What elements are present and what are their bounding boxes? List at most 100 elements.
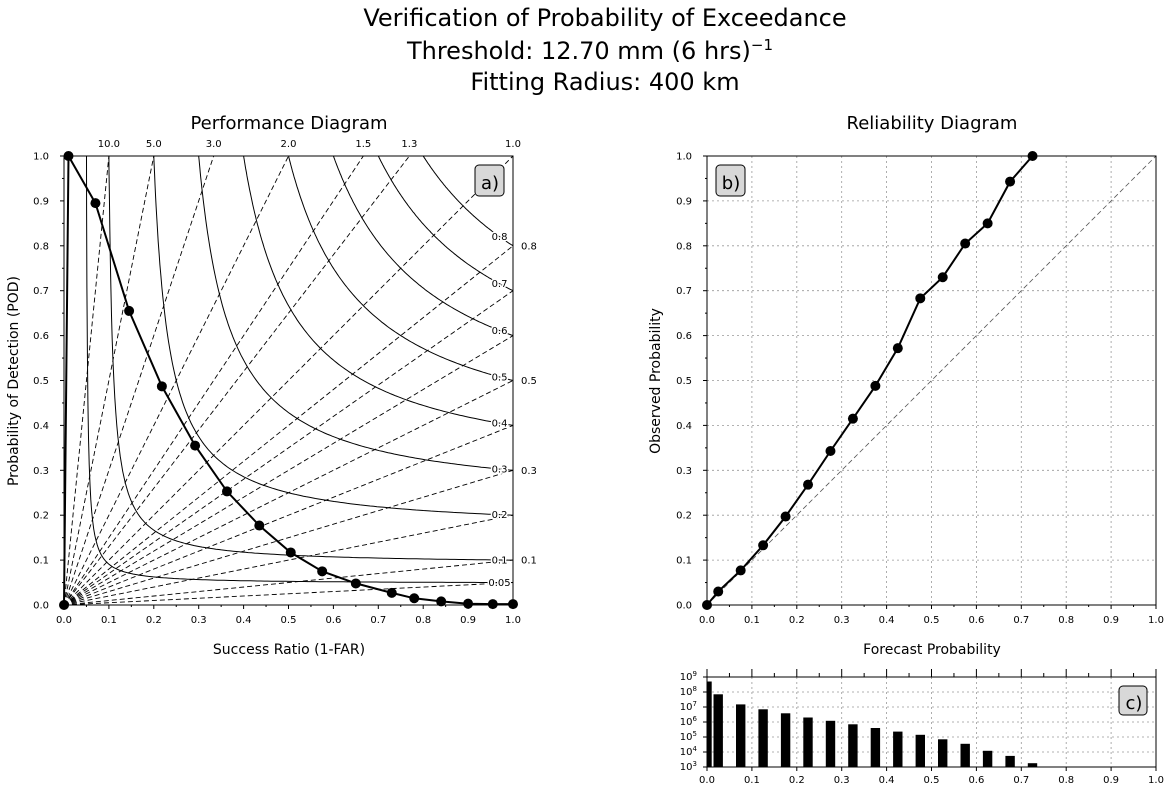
histogram-bar	[736, 704, 746, 767]
y-tick-label: 0.3	[676, 466, 692, 477]
y-tick-base: 10	[680, 717, 693, 728]
x-tick-label: 0.4	[879, 775, 895, 786]
bias-top-label: 10.0	[98, 139, 120, 150]
y-tick-label: 0.0	[676, 601, 692, 612]
y-tick-label: 0.0	[33, 601, 49, 612]
y-tick-label: 0.7	[676, 286, 692, 297]
x-tick-label: 0.9	[1103, 775, 1119, 786]
bias-lines	[63, 155, 514, 606]
y-tick-base: 10	[680, 762, 693, 773]
performance-point	[254, 520, 265, 531]
reliability-point	[982, 218, 993, 229]
csi-label: 0.1	[492, 555, 508, 566]
histogram-bar	[982, 750, 993, 767]
bias-line	[63, 290, 514, 606]
y-tick-exponent: 5	[693, 730, 697, 738]
y-tick-base: 10	[680, 672, 693, 683]
csi-contour	[198, 155, 514, 471]
reliability-point	[735, 565, 746, 576]
x-tick-label: 0.0	[699, 615, 715, 626]
performance-point	[285, 547, 296, 558]
histogram-bar	[848, 724, 858, 767]
reliability-point	[870, 380, 881, 391]
y-tick-label: 0.4	[33, 421, 49, 432]
performance-point	[317, 566, 328, 577]
y-tick-exponent: 4	[693, 745, 698, 753]
performance-point	[386, 587, 397, 598]
x-tick-label: 0.5	[924, 615, 940, 626]
y-tick-label: 0.3	[33, 466, 49, 477]
csi-label: 0.5	[492, 372, 508, 383]
bias-top-label: 1.3	[401, 139, 417, 150]
reliability-point	[847, 413, 858, 424]
reliability-point	[892, 343, 903, 354]
figure-title: Verification of Probability of Exceedanc…	[363, 4, 846, 96]
performance-point	[156, 381, 167, 392]
y-tick-label: 0.7	[33, 286, 49, 297]
x-tick-label: 0.5	[924, 775, 940, 786]
performance-point	[409, 593, 420, 604]
histogram-bar	[1027, 763, 1038, 767]
x-tick-label: 0.6	[968, 615, 984, 626]
csi-contour	[288, 155, 514, 381]
bias-line	[63, 559, 514, 606]
panel-label-a: a)	[474, 164, 505, 197]
y-tick-exponent: 8	[693, 685, 697, 693]
x-tick-label: 0.3	[834, 775, 850, 786]
x-tick-label: 0.9	[460, 615, 476, 626]
reliability-point	[713, 586, 724, 597]
histogram-bar	[758, 709, 768, 767]
svg-text:Threshold: 12.70 mm (6 hrs)−1: Threshold: 12.70 mm (6 hrs)−1	[406, 36, 773, 65]
bias-right-label: 0.8	[521, 241, 537, 252]
y-tick-exponent: 6	[693, 715, 698, 723]
y-tick-label: 0.9	[33, 196, 49, 207]
y-tick-base: 10	[680, 687, 693, 698]
bias-line	[63, 155, 215, 606]
performance-point	[90, 198, 101, 209]
histogram-bar	[707, 681, 712, 767]
bias-line	[63, 155, 410, 606]
reliability-series	[702, 151, 1038, 610]
csi-label: 0.6	[492, 326, 508, 337]
performance-point	[463, 598, 474, 609]
performance-point	[221, 486, 232, 497]
reliability-point	[803, 479, 814, 490]
y-tick-label: 0.5	[676, 376, 692, 387]
title-line-2: Threshold: 12.70 mm (6 hrs)	[406, 37, 751, 65]
csi-contour	[243, 155, 514, 426]
histogram-bar	[713, 694, 723, 767]
histogram-bar	[915, 734, 925, 767]
reliability-axis-ticks: 0.0 0.1 0.2 0.3 0.4 0.5 0.6 0.7 0.8 0.9 1.0 0.0 0.1 0…	[676, 152, 1164, 627]
bias-top-label: 1.0	[505, 139, 521, 150]
panel-label-c: c)	[1118, 685, 1148, 716]
csi-label: 0.3	[492, 465, 508, 476]
y-tick-label: 0.2	[676, 511, 692, 522]
reliability-diagram-title: Reliability Diagram	[847, 113, 1018, 134]
reliability-x-axis-label: Forecast Probability	[863, 642, 1001, 658]
x-tick-label: 0.1	[744, 615, 760, 626]
y-tick-label: 0.6	[33, 331, 49, 342]
histogram-bar	[825, 720, 836, 767]
bias-line	[63, 155, 110, 606]
x-tick-label: 0.2	[789, 615, 805, 626]
histogram-grid	[707, 677, 1156, 767]
performance-point	[436, 596, 447, 607]
y-tick-label: 106	[680, 715, 698, 728]
y-tick-label: 0.9	[676, 196, 692, 207]
y-tick-exponent: 7	[693, 700, 697, 708]
y-tick-label: 1.0	[33, 152, 49, 163]
x-tick-label: 0.7	[370, 615, 386, 626]
performance-diagram: Performance Diagram Success Ratio (1-FAR…	[6, 113, 537, 658]
y-tick-label: 105	[680, 730, 697, 743]
csi-label: 0.2	[492, 510, 508, 521]
csi-contour	[86, 155, 513, 583]
y-tick-base: 10	[680, 702, 693, 713]
y-tick-label: 0.8	[33, 241, 49, 252]
perfect-reliability-line	[706, 155, 1157, 606]
bias-line	[63, 469, 514, 606]
y-tick-base: 10	[680, 747, 693, 758]
bias-line	[63, 155, 155, 606]
title-superscript: −1	[751, 36, 773, 54]
y-tick-label: 104	[680, 745, 698, 758]
